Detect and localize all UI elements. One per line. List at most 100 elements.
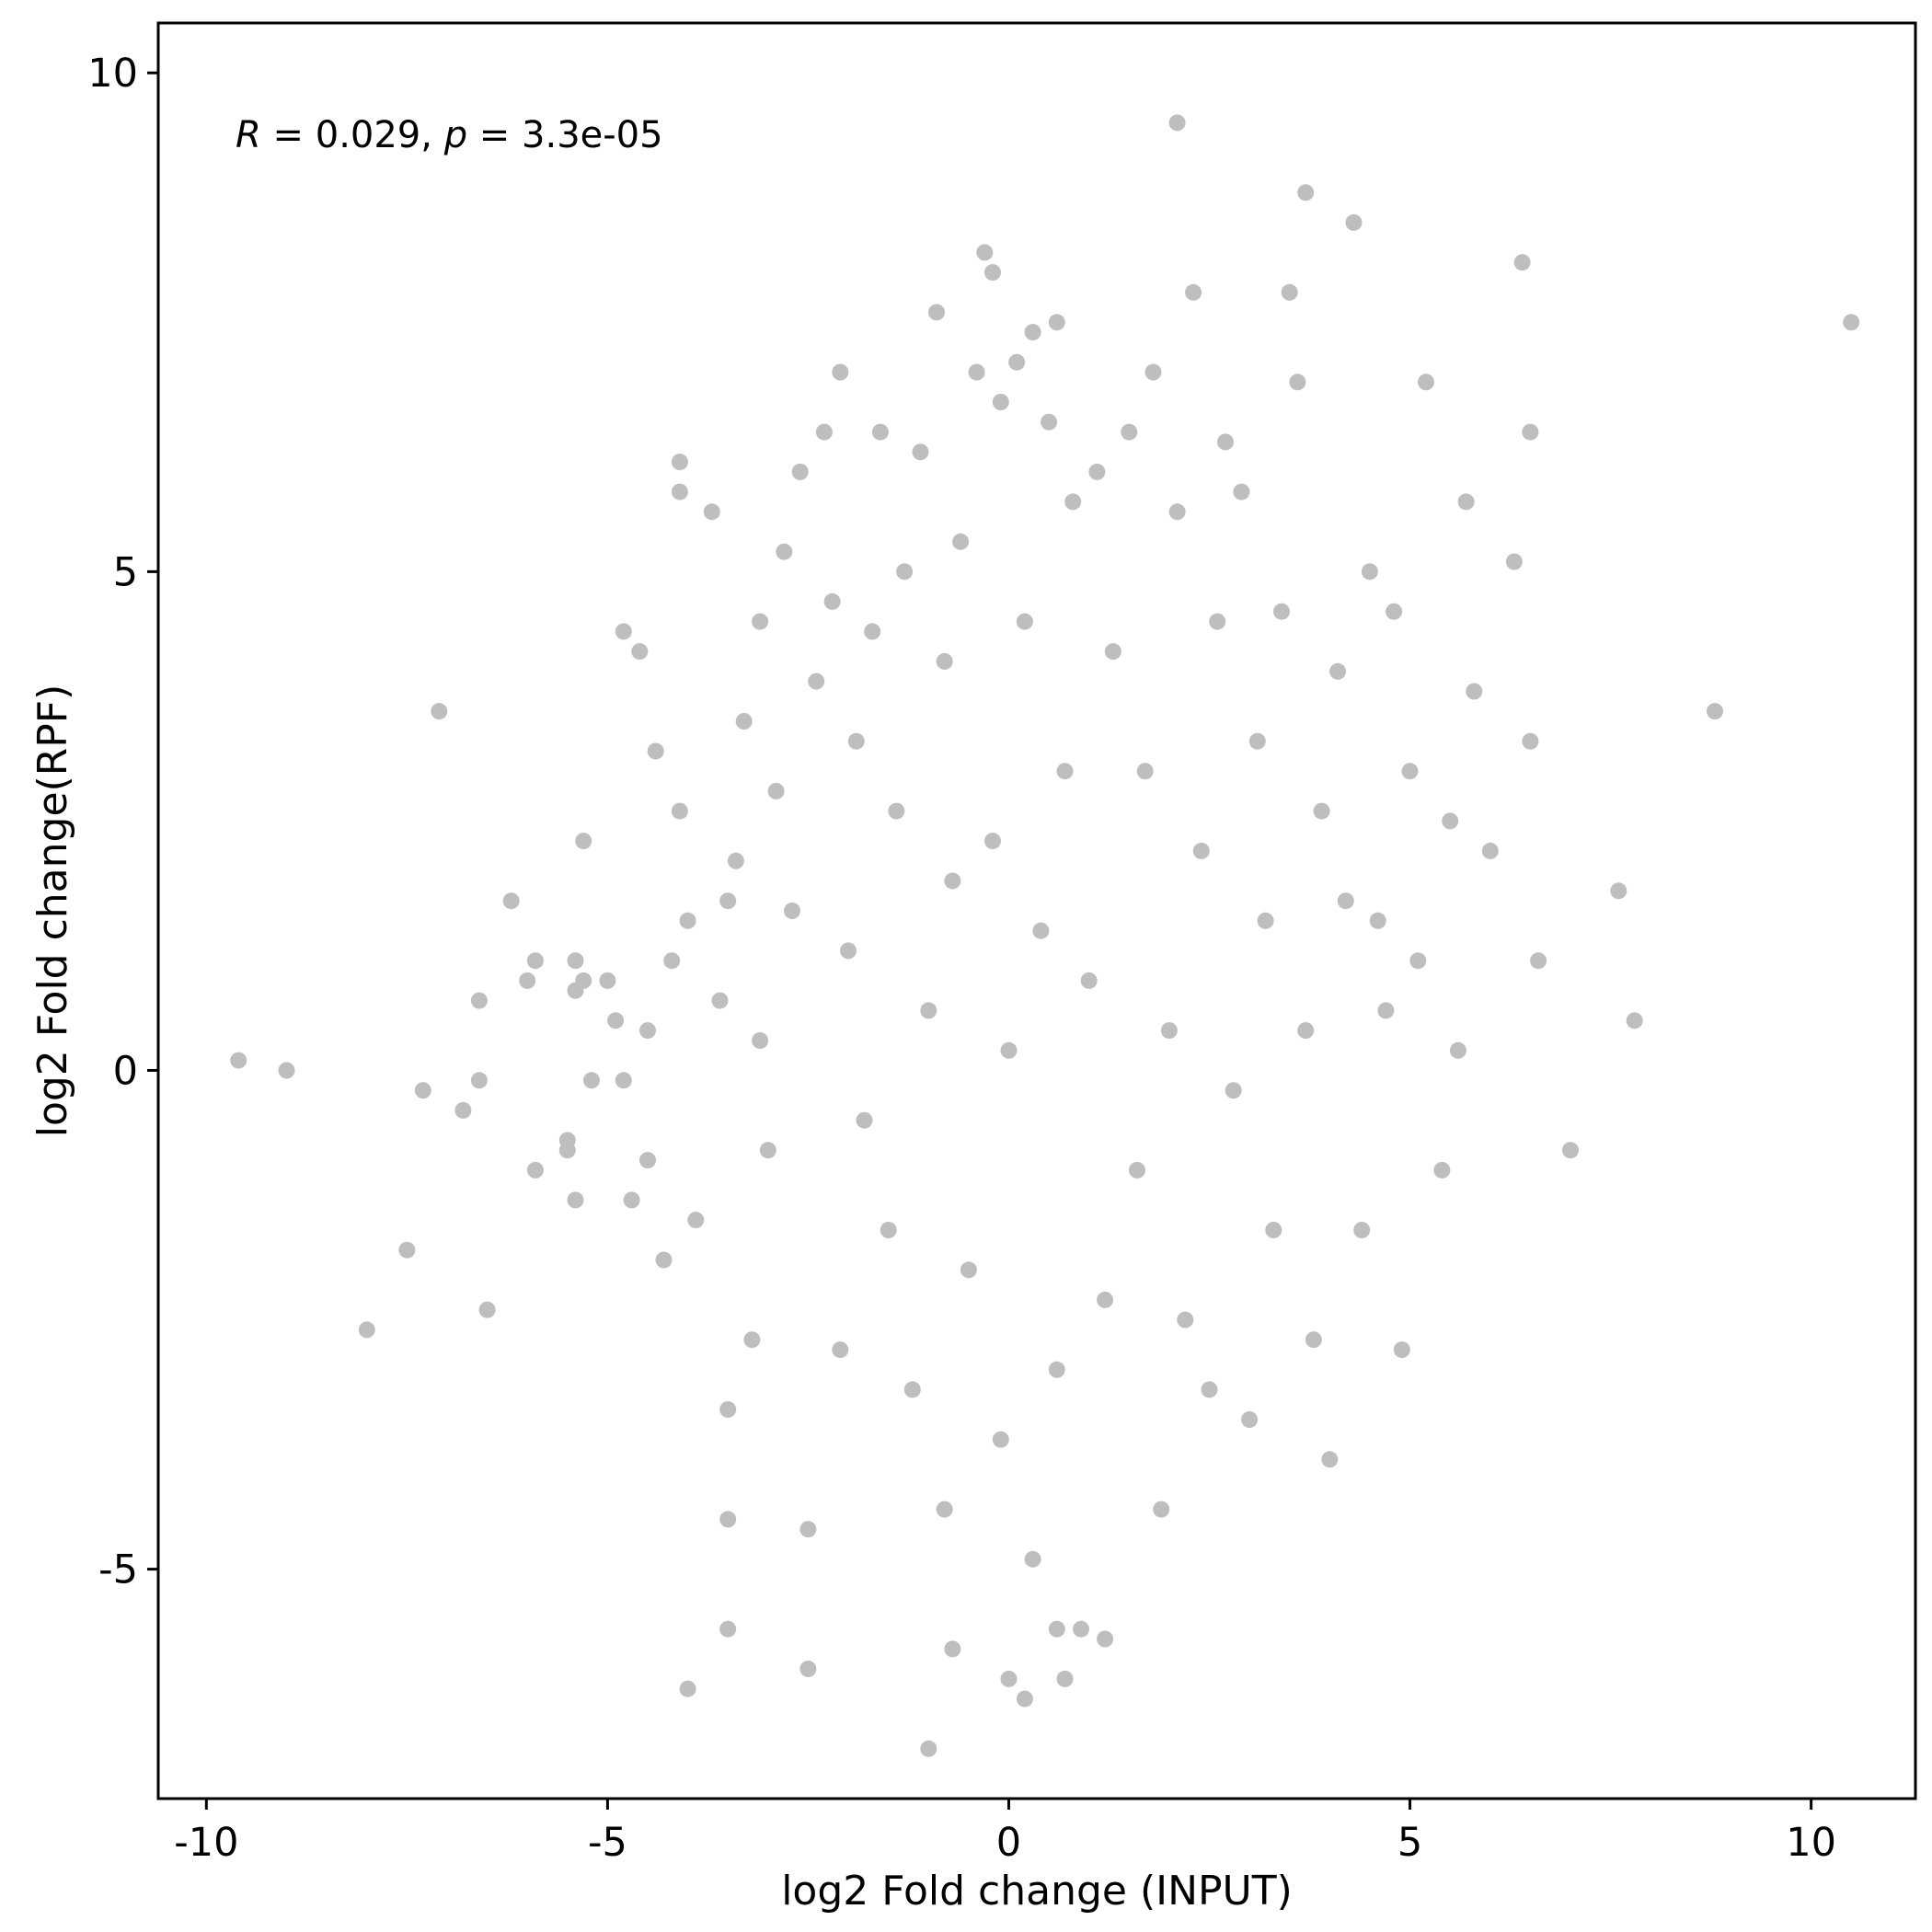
data-point <box>1104 643 1121 661</box>
data-point <box>639 1022 656 1040</box>
data-point <box>1073 1620 1089 1638</box>
data-point <box>1097 1291 1114 1308</box>
data-point <box>752 1032 769 1049</box>
data-point <box>615 1072 632 1089</box>
data-point <box>1233 483 1250 500</box>
data-point <box>1000 1670 1018 1687</box>
data-point <box>1530 952 1547 970</box>
data-point <box>1409 952 1427 970</box>
data-point <box>952 533 970 550</box>
data-point <box>631 643 649 661</box>
data-point <box>1433 1161 1451 1179</box>
x-axis: -10 -5 0 5 10 <box>174 1799 1836 1866</box>
data-point <box>1064 493 1082 511</box>
data-point <box>1192 842 1210 859</box>
data-point <box>1353 1222 1371 1238</box>
data-point <box>719 1401 737 1419</box>
data-point <box>1008 353 1026 371</box>
data-point <box>599 972 616 989</box>
data-point <box>808 673 825 690</box>
data-point <box>735 713 753 730</box>
data-point <box>832 363 849 381</box>
data-point <box>1305 1331 1322 1349</box>
data-point <box>920 1740 937 1757</box>
data-point <box>1843 314 1860 331</box>
data-point <box>920 1002 937 1019</box>
data-point <box>743 1331 761 1349</box>
data-point <box>936 652 953 670</box>
r-value: = 0.029, <box>261 114 444 156</box>
r-symbol: R <box>236 114 261 156</box>
data-point <box>431 703 448 720</box>
data-point <box>1418 374 1434 391</box>
data-point <box>1707 703 1723 720</box>
data-point <box>470 992 488 1009</box>
data-point <box>719 1511 737 1528</box>
data-point <box>623 1191 640 1209</box>
data-point <box>1257 912 1274 929</box>
data-point <box>1000 1041 1018 1059</box>
data-point <box>1626 1012 1643 1029</box>
data-point <box>1241 1411 1259 1428</box>
data-point <box>358 1321 375 1339</box>
data-point <box>1024 324 1041 341</box>
data-point <box>1289 374 1306 391</box>
data-point <box>1041 413 1058 431</box>
data-point <box>992 394 1009 410</box>
data-point <box>1016 1690 1033 1708</box>
data-point <box>784 903 800 919</box>
data-point <box>671 483 688 500</box>
data-point <box>1449 1041 1466 1059</box>
data-point <box>1201 1381 1218 1398</box>
data-point <box>575 833 592 850</box>
data-point <box>791 463 809 480</box>
data-point <box>1562 1142 1579 1159</box>
data-point <box>1153 1501 1170 1518</box>
plot-frame <box>156 21 1917 1800</box>
data-point <box>1313 802 1330 820</box>
data-point <box>944 872 961 890</box>
data-point <box>526 1161 544 1179</box>
x-tick-label: 0 <box>996 1820 1021 1866</box>
x-tick-label: -5 <box>588 1820 627 1866</box>
data-point <box>1329 662 1347 680</box>
data-point <box>575 972 592 989</box>
data-point <box>896 563 914 581</box>
data-point <box>558 1142 576 1159</box>
data-point <box>519 972 536 989</box>
data-point <box>799 1661 817 1677</box>
data-point <box>1265 1222 1282 1238</box>
data-point <box>655 1251 673 1269</box>
data-point <box>928 304 945 321</box>
data-point <box>1160 1022 1178 1040</box>
data-point <box>1466 683 1483 700</box>
p-value: = 3.3e-05 <box>467 114 663 156</box>
data-point <box>1505 553 1523 570</box>
data-point <box>671 802 688 820</box>
data-point <box>903 1381 921 1398</box>
data-point <box>1369 912 1386 929</box>
data-point <box>414 1082 431 1099</box>
data-point <box>856 1111 873 1129</box>
data-point <box>871 423 889 441</box>
data-point <box>1401 763 1419 780</box>
data-point <box>1321 1451 1339 1468</box>
correlation-annotation: R = 0.029, p = 3.3e-05 <box>236 114 663 156</box>
data-point <box>984 833 1001 850</box>
data-point <box>1048 1620 1065 1638</box>
data-point <box>1297 1022 1315 1040</box>
data-point <box>526 952 544 970</box>
data-point <box>719 892 737 910</box>
data-point <box>727 852 744 869</box>
data-point <box>1225 1082 1242 1099</box>
data-point <box>1168 114 1186 132</box>
data-point <box>1136 763 1154 780</box>
data-point <box>1168 503 1186 521</box>
data-point <box>823 592 841 610</box>
data-point <box>1457 493 1475 511</box>
data-point <box>1377 1002 1395 1019</box>
data-point <box>992 1431 1009 1448</box>
data-point <box>1361 563 1378 581</box>
data-point <box>847 732 865 750</box>
